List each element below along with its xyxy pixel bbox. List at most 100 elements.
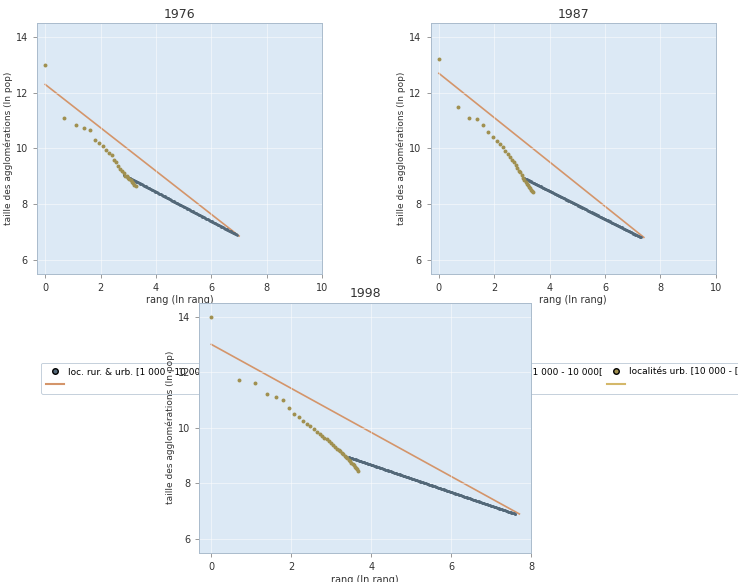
Point [628,229,640,239]
Point [548,189,560,198]
Point [539,184,551,194]
Point [607,219,619,228]
Point [221,225,232,234]
Point [323,436,335,446]
Point [409,475,421,484]
Point [372,463,384,472]
Point [624,228,636,237]
Point [187,207,199,217]
Point [189,208,201,217]
Point [596,213,608,222]
Point [187,207,199,216]
Point [455,491,466,500]
Point [370,462,382,471]
Point [568,198,579,208]
Point [586,208,598,217]
Point [133,178,145,187]
Point [361,459,373,468]
Point [391,469,403,478]
Point [435,484,447,494]
Point [305,422,317,431]
Point [615,223,627,232]
Point [490,503,502,512]
Point [506,508,517,517]
Point [521,179,533,189]
Point [599,214,610,223]
Point [627,229,638,238]
Point [525,177,537,186]
Point [137,180,149,190]
Point [489,502,500,512]
Point [365,460,377,469]
Point [209,218,221,228]
Point [407,474,419,484]
Point [401,473,413,482]
Point [415,477,427,487]
Point [382,466,393,475]
Point [185,206,197,215]
Point [621,226,633,235]
Point [190,209,202,218]
Point [507,509,519,518]
Point [592,211,604,220]
Point [222,226,234,235]
Point [362,459,374,469]
Point [342,452,354,462]
Point [192,210,204,219]
Point [505,508,517,517]
Point [369,462,381,471]
Point [381,466,393,475]
Point [460,492,472,502]
Point [522,175,534,184]
Point [541,185,553,194]
Point [499,506,511,515]
Y-axis label: taille des agglomérations (ln pop): taille des agglomérations (ln pop) [165,351,175,505]
Point [390,469,402,478]
Point [582,205,593,215]
Point [130,181,142,190]
Point [530,179,542,189]
Point [211,219,223,229]
Point [615,222,627,232]
Point [204,215,215,225]
Point [128,179,139,188]
Point [631,230,643,240]
Point [359,458,371,467]
Point [360,458,372,467]
Point [585,207,597,217]
Point [138,181,150,190]
Point [607,218,618,228]
Point [205,312,217,321]
Point [179,203,191,212]
Point [575,203,587,212]
Point [397,471,409,480]
Point [210,219,221,228]
Point [116,166,128,175]
Point [545,187,556,196]
Point [389,468,401,477]
Point [617,223,629,233]
Point [411,475,423,485]
Point [591,211,603,220]
Point [142,183,154,193]
Point [618,224,630,233]
Point [601,216,613,225]
Point [630,230,641,239]
Title: 1976: 1976 [164,8,196,21]
Point [602,216,614,225]
Point [435,484,446,493]
Point [181,204,193,213]
Point [461,493,473,502]
Point [346,453,358,463]
Point [123,173,135,182]
Point [573,201,585,211]
Point [556,193,568,202]
Point [358,457,370,467]
Point [157,191,169,200]
Point [547,188,559,197]
Point [420,479,432,488]
Point [557,193,569,203]
Point [624,227,636,236]
Point [629,229,641,239]
Point [519,173,531,183]
